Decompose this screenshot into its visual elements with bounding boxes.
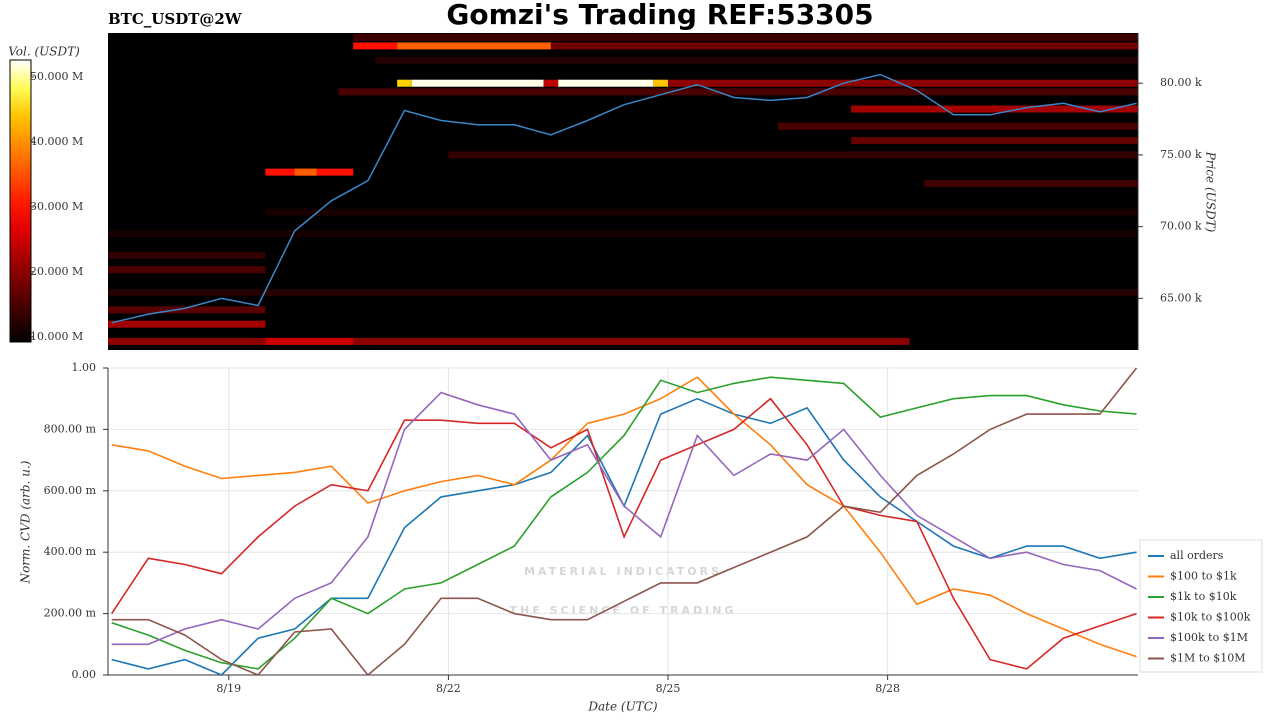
legend-label: $100k to $1M <box>1170 631 1248 644</box>
series-line <box>111 397 1137 670</box>
y-tick-label: 75.00 k <box>1160 148 1202 161</box>
heatmap-cell <box>265 337 354 345</box>
y-tick-label: 70.00 k <box>1160 220 1202 233</box>
y-axis-label: Norm. CVD (arb. u.) <box>19 460 33 584</box>
heatmap-cell <box>375 56 1138 64</box>
heatmap-cell <box>924 180 1138 188</box>
x-tick-label: 8/25 <box>656 682 681 695</box>
colorbar-tick-label: 20.000 M <box>30 265 83 278</box>
heatmap-cell <box>265 208 1138 216</box>
heatmap-cells <box>108 33 1138 345</box>
y-tick-label: 1.00 <box>72 361 97 374</box>
heatmap-cell <box>411 79 544 87</box>
y-tick-label: 800.00 m <box>44 422 97 435</box>
heatmap-cell <box>108 337 910 345</box>
colorbar-tick-label: 50.000 M <box>30 70 83 83</box>
y-tick-label: 600.00 m <box>44 484 97 497</box>
chart-subtitle: BTC_USDT@2W <box>108 10 243 28</box>
heatmap-cell <box>353 42 398 50</box>
legend-label: $100 to $1k <box>1170 570 1237 583</box>
legend <box>1139 539 1263 673</box>
legend-label: $1M to $10M <box>1170 652 1246 665</box>
series-line <box>111 391 1137 646</box>
heatmap-cell <box>108 306 266 314</box>
heatmap-cell <box>397 79 412 87</box>
legend-label: all orders <box>1170 549 1224 562</box>
heatmap-cell <box>108 320 266 328</box>
heatmap-cell <box>108 266 266 274</box>
series-line <box>111 376 1137 670</box>
colorbar-tick-label: 40.000 M <box>30 135 83 148</box>
price-line <box>111 73 1137 324</box>
y-axis-label: Price (USDT) <box>1204 151 1218 233</box>
chart-title: Gomzi's Trading REF:53305 <box>446 0 873 31</box>
heatmap-cell <box>294 168 317 176</box>
x-axis-label: Date (UTC) <box>587 700 657 714</box>
heatmap-cell <box>550 42 1138 50</box>
heatmap-cell <box>543 79 559 87</box>
y-tick-label: 80.00 k <box>1160 76 1202 89</box>
watermark: MATERIAL INDICATORS <box>524 565 722 578</box>
heatmap-cell <box>851 137 1138 145</box>
y-tick-label: 400.00 m <box>44 545 97 558</box>
y-tick-label: 0.00 <box>72 668 97 681</box>
y-tick-label: 65.00 k <box>1160 291 1202 304</box>
legend-label: $1k to $10k <box>1170 590 1237 603</box>
x-tick-label: 8/19 <box>216 682 241 695</box>
y-tick-label: 200.00 m <box>44 607 97 620</box>
colorbar-tick-label: 30.000 M <box>30 200 83 213</box>
heatmap-cell <box>851 105 1138 113</box>
legend-label: $10k to $100k <box>1170 611 1251 624</box>
watermark: THE SCIENCE OF TRADING <box>510 604 737 617</box>
cvd-panel <box>108 368 1138 675</box>
heatmap-cell <box>397 42 551 50</box>
heatmap-cell <box>108 289 1138 297</box>
heatmap-cell <box>108 230 1138 238</box>
x-tick-label: 8/22 <box>436 682 461 695</box>
heatmap-cell <box>448 151 1138 159</box>
heatmap-cell <box>338 88 1138 96</box>
heatmap-cell <box>353 33 1138 41</box>
heatmap-cell <box>108 251 266 259</box>
series-line <box>111 376 1137 658</box>
colorbar <box>9 59 32 343</box>
x-tick-label: 8/28 <box>875 682 900 695</box>
heatmap-cell <box>668 79 1138 87</box>
series-line <box>111 368 1138 675</box>
heatmap-cell <box>777 122 1138 130</box>
series-layer <box>111 368 1138 675</box>
colorbar-label: Vol. (USDT) <box>8 45 80 59</box>
heatmap-cell <box>653 79 669 87</box>
colorbar-tick-label: 10.000 M <box>30 330 83 343</box>
heatmap-cell <box>558 79 654 87</box>
